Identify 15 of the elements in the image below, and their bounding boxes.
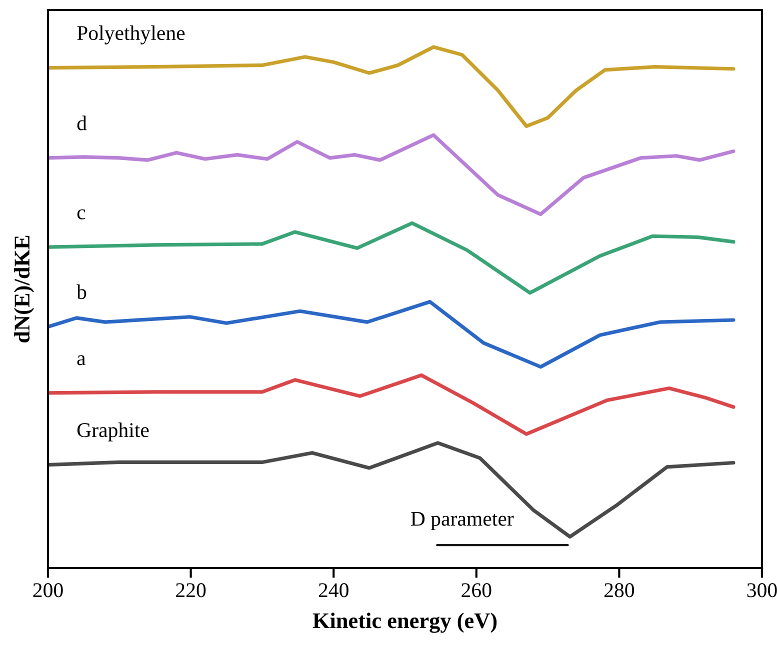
x-tick-label: 220 (176, 583, 206, 598)
series-label: b (76, 284, 86, 300)
x-tick-label: 300 (747, 583, 777, 598)
x-tick-label: 240 (318, 583, 348, 598)
series-label: c (77, 209, 86, 220)
x-tick-label: 280 (604, 583, 634, 598)
series-label: a (77, 355, 86, 366)
x-axis-title: Kinetic energy (eV) (312, 612, 497, 633)
series-label: Graphite (77, 422, 149, 442)
series-label: d (77, 116, 87, 130)
series-label: Polyethylene (77, 25, 185, 44)
annotation: D parameter (410, 512, 514, 530)
x-tick-label: 260 (462, 583, 492, 598)
y-axis-title: dN(E)/dKE (14, 236, 34, 342)
x-tick-label: 200 (33, 583, 63, 598)
